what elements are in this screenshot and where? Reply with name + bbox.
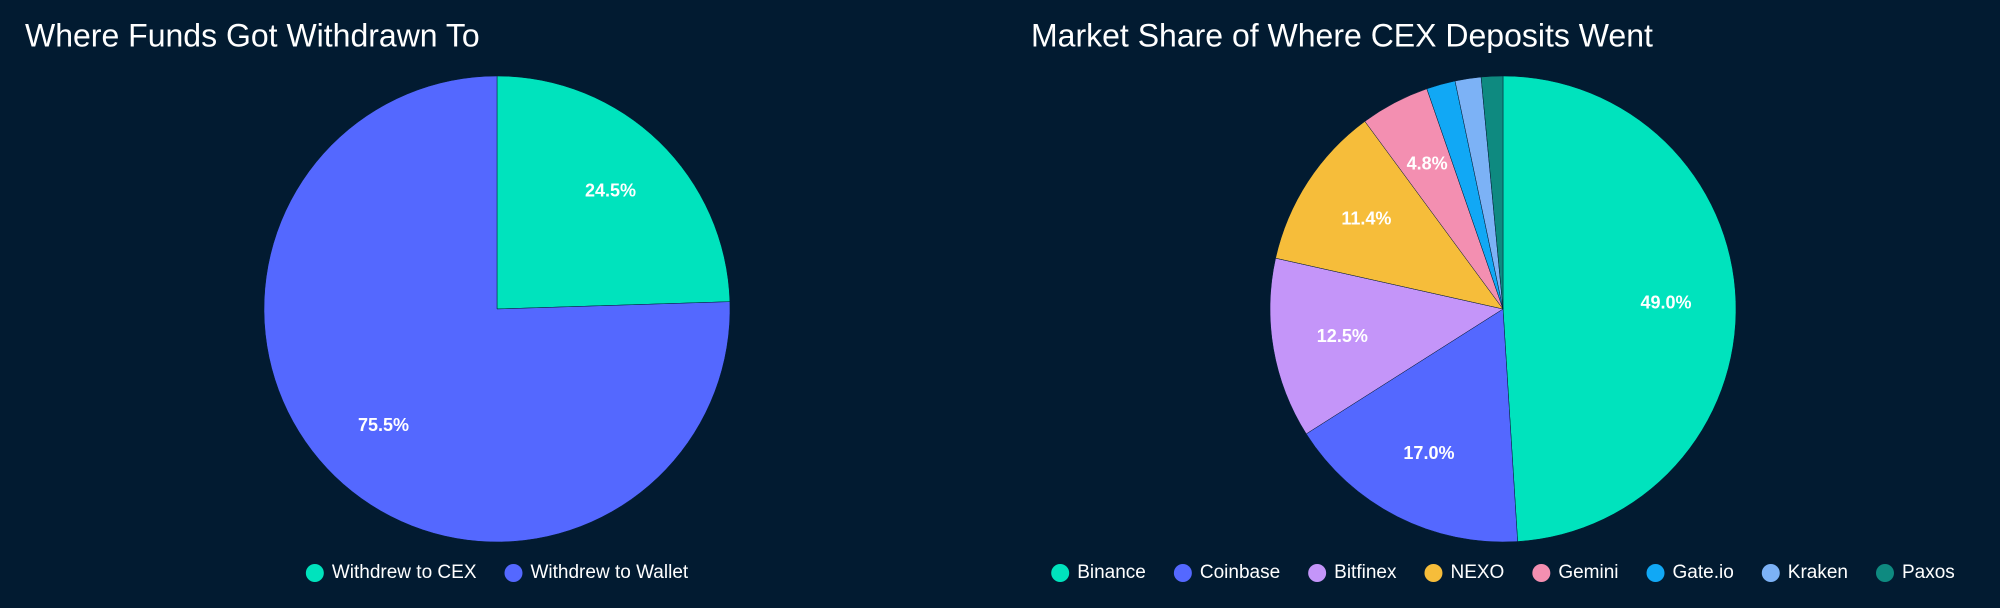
pie-slice	[1480, 75, 1504, 310]
legend-swatch	[1173, 564, 1192, 582]
data-label: 24.5%	[585, 181, 636, 201]
legend-swatch	[1424, 564, 1443, 582]
legend-swatch	[1051, 564, 1070, 582]
legend-label: Withdrew to Wallet	[530, 562, 688, 583]
pie-slice	[1275, 121, 1504, 310]
legend-swatch	[1646, 564, 1665, 582]
data-label: 12.5%	[1317, 326, 1368, 346]
legend-item: Gate.io	[1646, 562, 1734, 583]
legend-label: Coinbase	[1200, 562, 1280, 583]
legend-swatch	[1761, 564, 1780, 582]
legend-item: Kraken	[1761, 562, 1848, 583]
pie-slice	[1269, 257, 1504, 435]
legend-swatch	[504, 564, 523, 582]
legend-item: Binance	[1051, 562, 1146, 583]
legend-item: Coinbase	[1173, 562, 1280, 583]
data-label: 4.8%	[1407, 153, 1448, 173]
chart-title: Where Funds Got Withdrawn To	[25, 17, 480, 53]
data-label: 49.0%	[1640, 293, 1691, 313]
data-label: 17.0%	[1403, 443, 1454, 463]
legend-label: Kraken	[1788, 562, 1848, 583]
legend-label: Bitfinex	[1334, 562, 1397, 583]
legend: Withdrew to CEX Withdrew to Wallet	[305, 562, 689, 583]
data-label: 11.4%	[1341, 209, 1391, 229]
pie-slice	[1305, 308, 1518, 543]
legend-item: Withdrew to CEX	[305, 562, 477, 583]
legend-label: Gemini	[1558, 562, 1618, 583]
pie-slice	[263, 75, 731, 543]
legend-swatch	[1875, 564, 1894, 582]
legend-item: Bitfinex	[1308, 562, 1397, 583]
legend-item: Paxos	[1875, 562, 1955, 583]
pie-slice	[496, 75, 731, 310]
legend-swatch	[1532, 564, 1551, 582]
legend-item: Gemini	[1532, 562, 1619, 583]
data-label: 75.5%	[358, 415, 409, 435]
legend-label: Binance	[1077, 562, 1146, 583]
legend-swatch	[1308, 564, 1327, 582]
legend-label: Withdrew to CEX	[332, 562, 477, 583]
legend-item: NEXO	[1424, 562, 1504, 583]
legend-label: Gate.io	[1673, 562, 1734, 583]
legend-item: Withdrew to Wallet	[504, 562, 689, 583]
legend: Binance Coinbase Bitfinex NEXO Gemini Gate.io…	[1051, 562, 1955, 583]
legend-label: NEXO	[1450, 562, 1504, 583]
legend-label: Paxos	[1902, 562, 1955, 583]
chart-title: Market Share of Where CEX Deposits Went	[1031, 17, 1653, 53]
pie-slice	[1502, 75, 1737, 542]
legend-swatch	[305, 564, 324, 582]
